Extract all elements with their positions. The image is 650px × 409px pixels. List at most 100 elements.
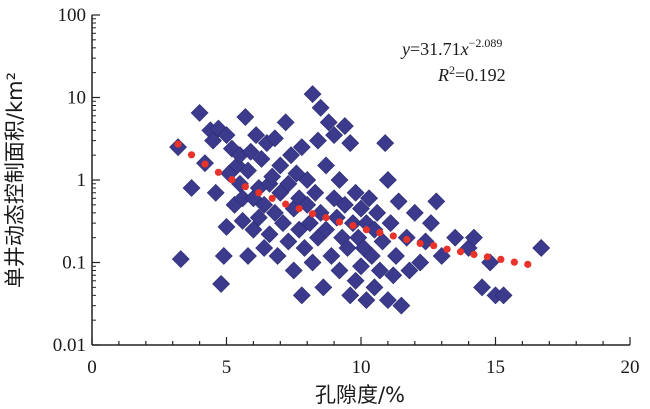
y-tick-label: 0.01 [53,335,86,356]
data-point [309,131,327,150]
data-point [244,220,263,239]
y-axis-title: 单井动态控制面积/km² [3,72,27,288]
r-squared-value: =0.192 [455,65,506,85]
data-point [330,261,349,280]
trend-point [430,242,438,250]
data-point [292,286,311,305]
data-point [446,228,465,247]
data-point [322,247,341,265]
trend-point [228,176,236,184]
data-point [400,261,419,280]
data-point [303,253,322,272]
data-point [263,167,282,186]
data-point [298,171,317,189]
trend-point [322,214,330,222]
data-point [204,131,222,150]
data-point [247,126,266,145]
data-point [236,108,255,126]
x-axis-title: 孔隙度/% [315,383,405,407]
data-point [411,253,430,272]
data-point [268,247,287,265]
data-point [306,183,325,202]
data-point [357,291,376,310]
data-point [260,225,279,244]
data-point [317,220,335,239]
y-tick-labels: 0.01 0.1 1 10 100 [53,5,86,356]
data-point [182,179,201,197]
trend-point [389,232,397,240]
trend-point [308,210,317,218]
x-tick-label: 10 [352,357,371,378]
data-point [341,134,360,153]
data-point [300,214,319,233]
y-tick-label: 0.1 [62,253,86,274]
data-point [217,217,236,236]
data-point [381,214,400,233]
data-point [384,266,403,285]
data-point [295,239,314,257]
data-point [214,247,233,265]
data-point [276,113,295,132]
data-point [271,156,290,175]
trend-point [470,250,478,259]
y-tick-label: 1 [77,170,87,191]
data-point [317,156,335,175]
data-point [252,150,271,168]
x-tick-label: 15 [486,357,505,378]
y-tick-label: 10 [67,88,86,109]
data-point [279,174,298,193]
trend-point [510,258,518,266]
data-point [217,126,236,145]
r-squared-label: R [437,65,449,85]
data-point [405,203,424,222]
y-tick-label: 100 [58,5,87,26]
fit-equation-y: y [400,39,410,59]
trend-point [497,255,505,264]
trend-point [187,151,196,159]
data-point [265,203,284,222]
data-point [378,291,397,310]
trend-point [416,239,424,248]
plot-marks [169,85,551,315]
trend-point [282,200,290,208]
trend-point [443,245,451,253]
r-squared-sup: 2 [449,63,455,77]
data-point [171,250,190,269]
x-tick-label: 20 [621,357,640,378]
data-point [346,183,365,202]
data-point [212,274,231,293]
data-point [373,232,392,251]
data-point [314,278,333,297]
data-point [473,278,491,297]
data-point [378,171,397,189]
data-point [368,203,387,222]
data-point [249,208,268,227]
data-point [239,247,257,265]
data-point [284,261,303,280]
trend-point [174,140,182,148]
trend-point [362,226,370,234]
trend-point [483,253,492,261]
data-point [392,296,411,315]
trend-point [349,222,357,230]
data-point [265,129,284,148]
data-point [255,239,274,257]
data-point [346,271,365,290]
data-point [282,146,300,165]
axes [91,14,631,346]
trend-point [335,218,344,226]
trend-point [241,183,249,191]
trend-point [268,194,276,202]
data-point [352,199,370,218]
x-tick-label: 5 [222,357,232,378]
data-point [365,278,384,297]
trend-point [524,260,532,268]
data-point [360,189,378,208]
data-point [352,257,370,276]
data-point [311,98,330,117]
data-point [422,214,440,233]
data-point [338,239,357,257]
data-point [387,247,405,265]
data-point [389,192,408,211]
